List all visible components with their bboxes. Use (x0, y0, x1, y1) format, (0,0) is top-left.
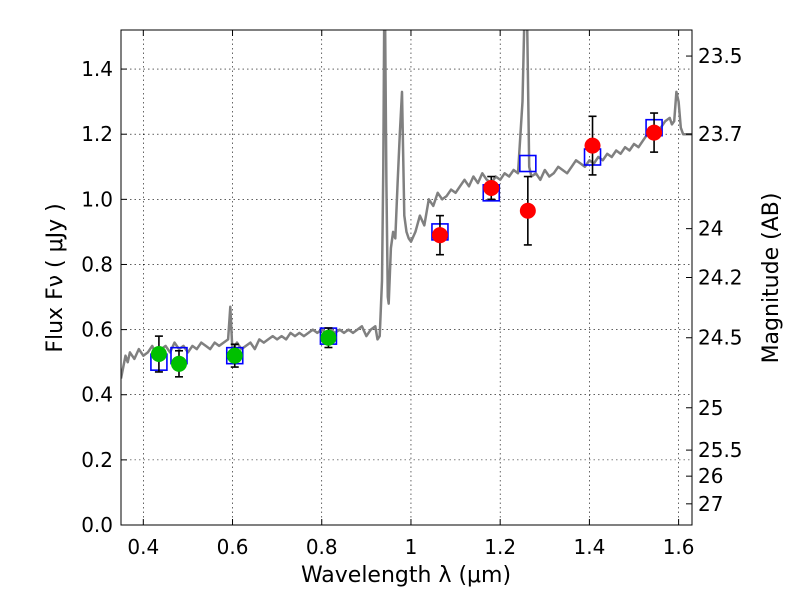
plot-background (121, 30, 692, 525)
x-tick-label: 0.6 (217, 535, 249, 559)
right-tick-label: 25 (698, 396, 723, 420)
errorbar-layer (150, 112, 663, 378)
y-tick-label: 1.4 (81, 57, 113, 81)
x-axis-label: Wavelength λ (μm) (301, 563, 511, 588)
right-tick-label: 25.5 (698, 438, 743, 462)
x-tick-label: 1.6 (663, 535, 695, 559)
right-axis-label: Magnitude (AB) (759, 193, 784, 364)
x-tick-label: 0.8 (306, 535, 338, 559)
y-tick-label: 0.8 (81, 252, 113, 276)
y-tick-label: 0.4 (81, 383, 113, 407)
right-tick-label: 27 (698, 492, 723, 516)
x-tick-label: 1.4 (573, 535, 605, 559)
x-tick-label: 0.4 (127, 535, 159, 559)
y-tick-label: 0.0 (81, 513, 113, 537)
grid (121, 30, 692, 526)
right-tick-label: 24.5 (698, 326, 743, 350)
y-tick-label: 1.2 (81, 122, 113, 146)
right-tick-label: 24 (698, 217, 723, 241)
observed-point (226, 347, 243, 364)
y-axis-label: Flux Fν ( μJy ) (43, 203, 68, 352)
observed-point (150, 346, 167, 363)
right-tick-label: 23.7 (698, 122, 743, 146)
right-tick-label: 24.2 (698, 266, 743, 290)
x-tick-label: 1 (405, 535, 418, 559)
observed-point (170, 355, 187, 372)
x-tick-label: 1.2 (484, 535, 516, 559)
y-ticks: 0.0 0.2 0.4 0.6 0.8 1.0 1.2 1.4 (81, 57, 127, 537)
right-tick-label: 23.5 (698, 44, 743, 68)
y-tick-label: 0.6 (81, 318, 113, 342)
spectrum-line (121, 30, 692, 379)
right-ticks: 23.5 23.7 24 24.2 24.5 25 25.526 27 (686, 44, 743, 516)
right-tick-label: 26 (698, 464, 723, 488)
observed-point (646, 124, 663, 141)
model-square-point (519, 154, 537, 173)
observed-point (519, 202, 536, 219)
observed-point (320, 329, 337, 346)
observed-point (483, 179, 500, 196)
observed-point (431, 227, 448, 244)
y-tick-label: 1.0 (81, 187, 113, 211)
observed-point (584, 137, 601, 154)
y-tick-label: 0.2 (81, 448, 113, 472)
x-ticks: 0.4 0.6 0.8 1 1.2 1.4 1.6 (127, 30, 695, 559)
